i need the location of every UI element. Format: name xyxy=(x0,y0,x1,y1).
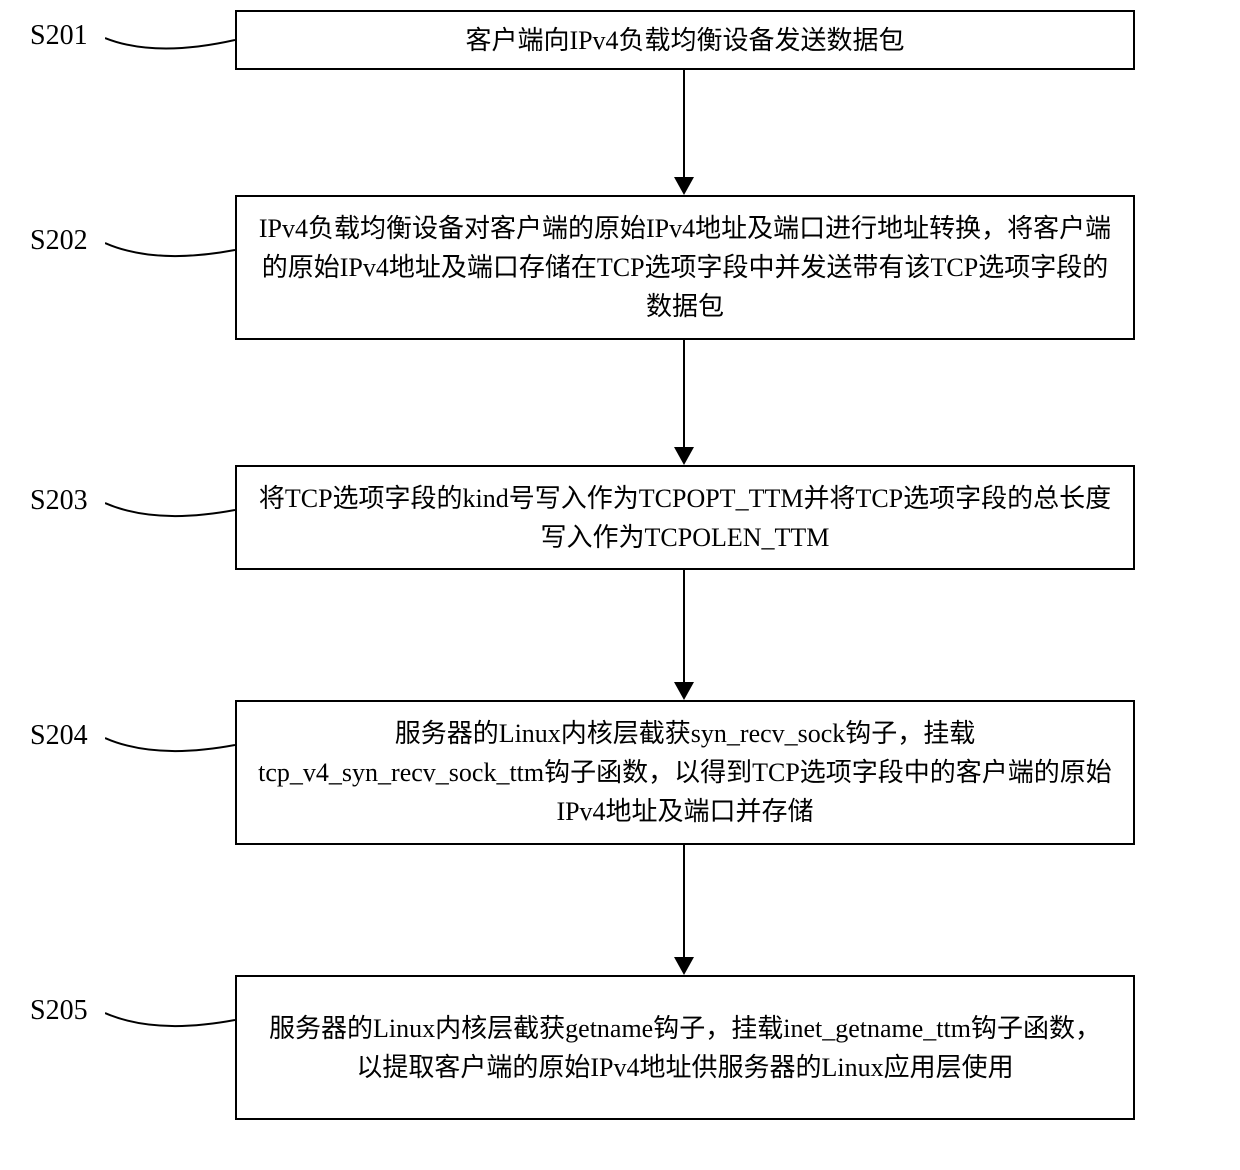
step-label-s205: S205 xyxy=(30,995,88,1027)
label-connector-s205 xyxy=(105,1005,235,1040)
step-box-s204: 服务器的Linux内核层截获syn_recv_sock钩子，挂载tcp_v4_s… xyxy=(235,700,1135,845)
step-text-s203: 将TCP选项字段的kind号写入作为TCPOPT_TTM并将TCP选项字段的总长… xyxy=(257,479,1113,557)
arrow-line-2 xyxy=(683,340,685,447)
step-text-s201: 客户端向IPv4负载均衡设备发送数据包 xyxy=(465,21,904,60)
arrow-head-4 xyxy=(674,957,694,975)
step-box-s202: IPv4负载均衡设备对客户端的原始IPv4地址及端口进行地址转换，将客户端的原始… xyxy=(235,195,1135,340)
step-box-s203: 将TCP选项字段的kind号写入作为TCPOPT_TTM并将TCP选项字段的总长… xyxy=(235,465,1135,570)
flowchart-container: S201 客户端向IPv4负载均衡设备发送数据包 S202 IPv4负载均衡设备… xyxy=(0,0,1240,1170)
label-connector-s202 xyxy=(105,235,235,270)
arrow-line-3 xyxy=(683,570,685,682)
step-label-s204: S204 xyxy=(30,720,88,752)
label-connector-s201 xyxy=(105,30,235,60)
step-text-s205: 服务器的Linux内核层截获getname钩子，挂载inet_getname_t… xyxy=(257,1009,1113,1087)
arrow-line-4 xyxy=(683,845,685,957)
arrow-line-1 xyxy=(683,70,685,177)
step-label-s203: S203 xyxy=(30,485,88,517)
label-connector-s204 xyxy=(105,730,235,765)
step-label-s202: S202 xyxy=(30,225,88,257)
arrow-head-2 xyxy=(674,447,694,465)
label-connector-s203 xyxy=(105,495,235,530)
arrow-head-3 xyxy=(674,682,694,700)
arrow-head-1 xyxy=(674,177,694,195)
step-box-s205: 服务器的Linux内核层截获getname钩子，挂载inet_getname_t… xyxy=(235,975,1135,1120)
step-box-s201: 客户端向IPv4负载均衡设备发送数据包 xyxy=(235,10,1135,70)
step-text-s202: IPv4负载均衡设备对客户端的原始IPv4地址及端口进行地址转换，将客户端的原始… xyxy=(257,209,1113,326)
step-text-s204: 服务器的Linux内核层截获syn_recv_sock钩子，挂载tcp_v4_s… xyxy=(257,714,1113,831)
step-label-s201: S201 xyxy=(30,20,88,52)
